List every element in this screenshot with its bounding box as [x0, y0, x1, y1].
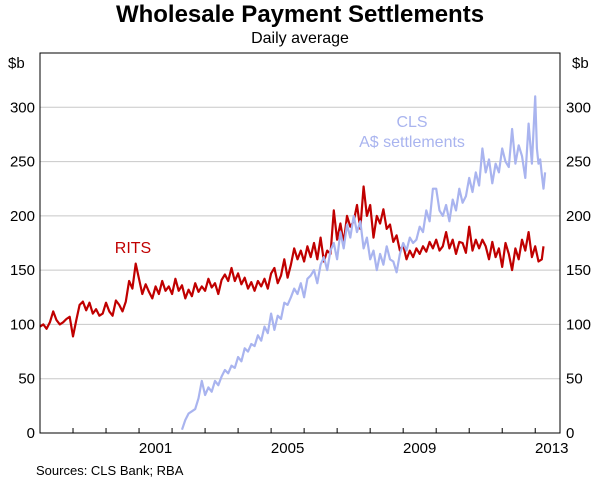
- y-unit-left: $b: [8, 55, 25, 72]
- plot-frame: [39, 52, 561, 434]
- chart-subtitle: Daily average: [251, 30, 349, 47]
- y-tick-label-right: 0: [566, 425, 574, 442]
- source-note: Sources: CLS Bank; RBA: [36, 463, 184, 478]
- x-tick-label: 2005: [271, 440, 304, 457]
- gridlines: [40, 106, 560, 380]
- series-labels: RITS CLS A$ settlements: [115, 114, 465, 257]
- y-tick-label-right: 300: [566, 99, 591, 116]
- series-label-cls: CLS: [396, 114, 427, 131]
- y-tick-label-right: 150: [566, 262, 591, 279]
- y-tick-label-left: 150: [10, 262, 35, 279]
- x-tick-label: 2013: [535, 440, 568, 457]
- y-tick-label-left: 50: [18, 371, 35, 388]
- y-unit-right: $b: [572, 55, 589, 72]
- y-tick-label-left: 200: [10, 208, 35, 225]
- x-tick-label: 2009: [403, 440, 436, 457]
- chart-title: Wholesale Payment Settlements: [116, 1, 484, 28]
- y-tick-label-right: 250: [566, 154, 591, 171]
- series-lines: [39, 95, 547, 431]
- y-tick-label-right: 200: [566, 208, 591, 225]
- series-label-rits: RITS: [115, 240, 151, 257]
- y-tick-label-left: 100: [10, 316, 35, 333]
- y-tick-label-left: 0: [27, 425, 35, 442]
- series-line-rits: [39, 185, 545, 338]
- x-tick-label: 2001: [139, 440, 172, 457]
- y-tick-label-left: 250: [10, 154, 35, 171]
- y-tick-label-left: 300: [10, 99, 35, 116]
- y-tick-label-right: 50: [566, 371, 583, 388]
- series-label-cls-sub: A$ settlements: [359, 134, 465, 151]
- ticks: 0 0 50 50 100 100 150 150 200 200 250 250 300 300 2001…: [10, 99, 591, 457]
- y-tick-label-right: 100: [566, 316, 591, 333]
- series-line-cls-a-settlements: [180, 95, 547, 431]
